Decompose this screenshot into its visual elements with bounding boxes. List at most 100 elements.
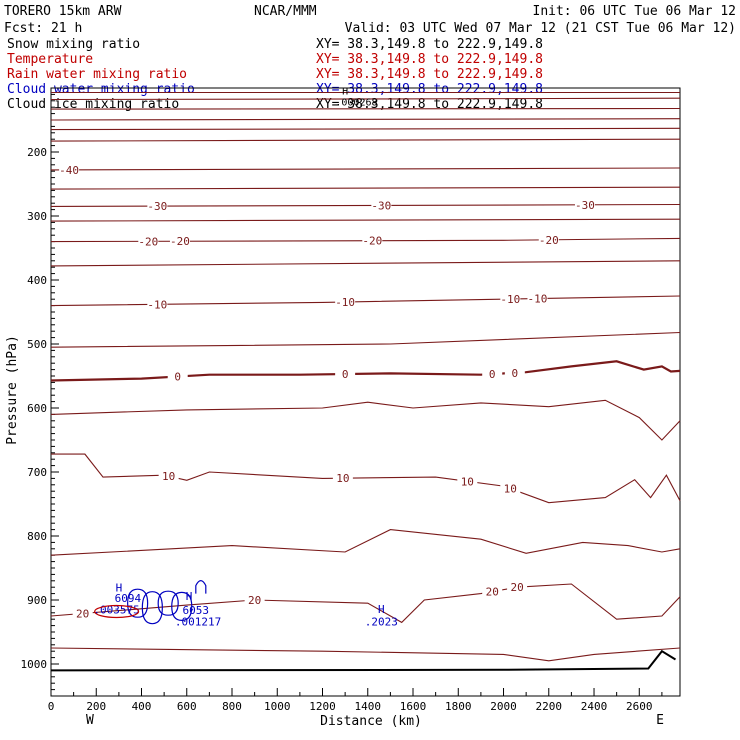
isotherm-line — [50, 260, 681, 267]
x-tick-label: 2200 — [536, 700, 563, 713]
org-label: NCAR/MMM — [254, 4, 317, 19]
y-tick-label: 200 — [27, 146, 47, 159]
y-tick-label: 600 — [27, 402, 47, 415]
y-tick-label: 400 — [27, 274, 47, 287]
snow-annotation: H — [342, 86, 348, 97]
isotherm-label-bg — [504, 366, 525, 378]
isotherm-label: 0 — [489, 368, 496, 381]
isotherm-label: -10 — [528, 293, 548, 306]
isotherm-line — [50, 529, 681, 556]
rain-water-contour — [94, 604, 140, 619]
isotherm-label: 20 — [486, 586, 499, 599]
legend-xy: XY= 38.3,149.8 to 222.9,149.8 — [316, 67, 543, 82]
x-tick-label: 1800 — [445, 700, 472, 713]
x-axis: 0 200 400 600 800 1000 1200 1400 1600 1800 2000 220… — [48, 688, 663, 713]
isotherm-line — [50, 218, 681, 222]
isotherm-contours: -40 -30 -30 -30 -20 -20 -20 -20 -10 -10 -10 -10 0 0 0 0… — [50, 91, 681, 672]
x-tick-label: 400 — [132, 700, 152, 713]
isotherm-label: 10 — [504, 483, 517, 496]
x-tick-label: 0 — [48, 700, 55, 713]
snow-annotation: .000268 — [335, 97, 377, 108]
isotherm-label: 20 — [510, 581, 523, 594]
isotherm-label-bg — [335, 295, 356, 307]
x-axis-right-end: E — [656, 713, 664, 728]
y-tick-label: 700 — [27, 466, 47, 479]
isotherm-label-bg — [500, 482, 521, 494]
isotherm-label-bg — [147, 298, 168, 310]
isotherm-label-bg — [167, 370, 188, 382]
isotherm-label-bg — [482, 368, 503, 380]
isotherm-label-bg — [362, 234, 383, 246]
x-tick-label: 200 — [86, 700, 106, 713]
isotherm-label-bg — [371, 199, 392, 211]
y-tick-label: 800 — [27, 530, 47, 543]
isotherm-label: -20 — [170, 235, 190, 248]
isotherm-label: -30 — [575, 199, 595, 212]
x-tick-label: 1000 — [264, 700, 291, 713]
isotherm-label-bg — [244, 594, 265, 605]
isotherm-line — [50, 127, 681, 131]
isotherm-line — [50, 138, 681, 142]
isotherm-line — [51, 453, 681, 504]
isotherm-label: 20 — [76, 607, 89, 620]
isotherm-label: -10 — [335, 296, 355, 309]
isotherm-label-bg — [169, 235, 190, 247]
x-tick-label: 2600 — [626, 700, 653, 713]
cloud-water-contours — [94, 580, 207, 625]
y-tick-label: 1000 — [21, 658, 48, 671]
isotherm-line — [50, 186, 681, 190]
plot-frame — [50, 87, 681, 697]
isotherm-line — [50, 331, 681, 348]
isotherm-label-bg — [500, 293, 521, 305]
cloud-water-annotation: .001217 — [175, 616, 221, 629]
y-axis: 200 300 400 500 600 700 800 900 1000 — [21, 93, 59, 691]
cloud-water-annotation: H — [116, 582, 123, 595]
isotherm-label: 0 — [342, 368, 349, 381]
y-axis-label: Pressure (hPa) — [5, 335, 20, 445]
isotherm-label-bg — [482, 585, 503, 597]
isotherm-label-bg — [527, 292, 548, 304]
x-axis-label: Distance (km) — [320, 714, 422, 729]
legend-label: Snow mixing ratio — [7, 37, 140, 52]
x-tick-label: 2000 — [490, 700, 517, 713]
isotherm-label: 20 — [248, 594, 261, 607]
terrain-surface — [50, 649, 677, 672]
isotherm-label: -40 — [59, 164, 79, 177]
model-title: TORERO 15km ARW — [4, 4, 122, 19]
valid-time: Valid: 03 UTC Wed 07 Mar 12 (21 CST Tue … — [345, 21, 736, 36]
legend-label: Rain water mixing ratio — [7, 67, 187, 82]
x-tick-label: 800 — [222, 700, 242, 713]
cloud-water-annotation: H — [378, 603, 385, 616]
isotherm-label-bg — [507, 581, 528, 593]
isotherm-label: -20 — [138, 235, 158, 248]
isotherm-line — [50, 97, 681, 101]
cloud-water-annotation: .2023 — [365, 616, 398, 629]
forecast-hour: Fcst: 21 h — [4, 21, 82, 36]
x-axis-left-end: W — [86, 713, 94, 728]
isotherm-label: -10 — [500, 293, 520, 306]
field-legend: Snow mixing ratio XY= 38.3,149.8 to 222.9… — [7, 37, 543, 112]
legend-xy: XY= 38.3,149.8 to 222.9,149.8 — [316, 52, 543, 67]
x-tick-label: 600 — [177, 700, 197, 713]
cloud-water-contour — [171, 591, 193, 622]
isotherm-label-bg — [332, 472, 353, 484]
x-tick-label: 2400 — [581, 700, 608, 713]
isotherm-label-bg — [574, 198, 595, 210]
isotherm-label-bg — [59, 163, 80, 175]
isotherm-label: 10 — [162, 470, 175, 483]
isotherm-label-bg — [335, 368, 356, 380]
legend-label: Cloud water mixing ratio — [7, 82, 195, 97]
isotherm-label-bg — [538, 233, 559, 245]
isotherm-line — [50, 583, 681, 624]
y-tick-label: 300 — [27, 210, 47, 223]
isotherm-line — [50, 295, 681, 307]
x-tick-label: 1400 — [355, 700, 382, 713]
isotherm-line — [50, 107, 681, 110]
x-tick-label: 1600 — [400, 700, 427, 713]
isotherm-line — [50, 118, 681, 121]
legend-xy: XY= 38.3,149.8 to 222.9,149.8 — [316, 37, 543, 52]
isotherm-label: 0 — [512, 367, 519, 380]
cloud-water-contour — [157, 590, 179, 616]
isotherm-line — [50, 360, 681, 382]
